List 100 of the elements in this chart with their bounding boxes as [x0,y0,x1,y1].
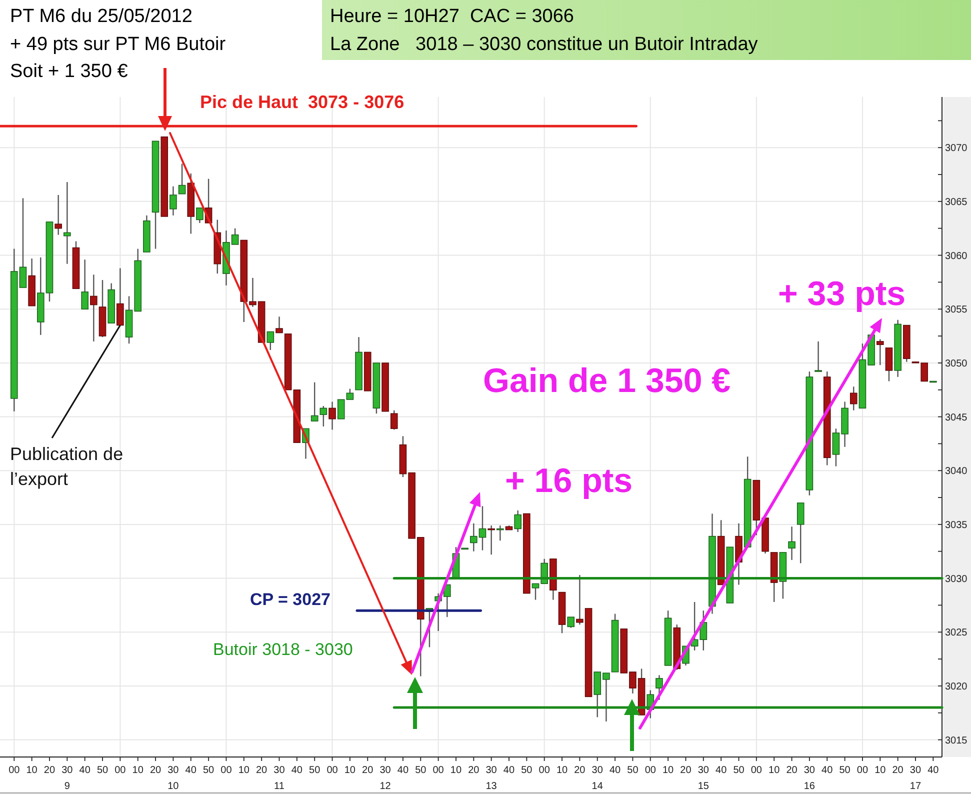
candlestick [788,526,796,561]
annotation: CP = 3027 [250,590,331,609]
y-tick-label: 3020 [945,681,968,692]
x-tick-label: 40 [822,765,834,776]
annotation: Butoir 3018 - 3030 [213,640,353,659]
y-tick-label: 3040 [945,466,968,478]
x-tick-label: 30 12 [380,765,392,792]
annotation: Gain de 1 350 € [483,362,731,400]
chart-title: PT M6 du 25/05/2012 [10,6,192,27]
annotation: Pic de Haut 3073 - 3076 [200,92,404,112]
candlestick [328,401,336,430]
y-tick-label: 3055 [945,304,968,316]
x-tick-label: 10 [768,765,780,776]
annotation: + 16 pts [505,462,633,500]
candlestick [196,207,204,224]
x-tick-label: 00 [220,765,232,776]
x-tick-label: 20 [362,765,374,776]
x-tick-label: 30 15 [698,765,710,792]
candlestick [116,268,124,326]
x-tick-label: 30 10 [168,765,180,792]
x-tick-label: 40 [503,765,515,776]
candlestick [320,405,328,428]
x-tick-label: 20 [680,765,692,776]
candlestick [64,181,71,264]
x-tick-label: 00 [538,765,550,776]
candlestick [54,194,62,236]
x-tick-label: 00 [856,765,868,776]
candlestick [266,331,274,351]
x-tick-label: 40 [716,765,728,776]
x-tick-label: 40 [79,765,91,776]
x-tick-label: 40 [397,765,409,776]
x-tick-label: 40 [928,765,940,776]
y-tick-label: 3030 [945,574,968,585]
candlestick [81,258,88,310]
y-tick-label: 3065 [945,196,968,208]
x-tick-label: 20 [892,765,904,776]
candlestick [876,338,884,366]
x-tick-label: 10 [26,765,38,776]
x-tick-label: 50 [627,765,639,776]
candlestick [514,510,522,533]
annotation: + 33 pts [778,275,906,313]
x-tick-label: 30 9 [62,765,74,792]
x-tick-label: 50 [202,765,215,776]
x-tick-label: 30 14 [592,765,604,792]
x-tick-label: 50 [521,765,533,776]
candlestick [496,524,504,542]
x-tick-label: 50 [839,765,851,776]
candlestick [390,410,398,430]
x-tick-label: 10 [344,765,356,776]
candlestick [567,616,575,628]
x-tick-label: 20 [574,765,586,776]
y-tick-label: 3035 [945,520,968,531]
text: La Zone 3018 – 3030 constitue un Butoir Intraday [330,34,758,55]
candlestick [814,340,822,372]
candlestick [885,347,893,382]
y-tick-label: 3050 [945,358,968,370]
x-tick-label: 50 [309,765,321,776]
x-tick-label: 20 [468,765,480,776]
x-tick-label: 00 [644,765,656,776]
x-tick-label: 30 16 [804,765,816,792]
x-tick-label: 10 [450,765,462,776]
candlestick [276,316,283,334]
x-tick-label: 50 [733,765,745,776]
x-tick-label: 50 [415,765,427,776]
x-tick-label: 40 [185,765,197,776]
y-tick-label: 3070 [945,143,968,154]
x-tick-label: 20 [150,765,162,776]
x-tick-label: 20 [256,765,268,776]
candlestick [337,399,345,420]
candlestick [346,388,354,400]
x-tick-label: 30 13 [486,765,498,792]
y-tick-label: 3060 [945,250,968,262]
candlestick [656,674,663,701]
candlestick [178,163,186,194]
y-tick-label: 3025 [945,628,968,639]
x-tick-label: 40 [291,765,303,776]
y-tick-label: 3015 [945,735,968,746]
x-tick-label: 30 11 [274,765,286,792]
x-tick-label: 30 17 [910,765,922,792]
candlestick [310,382,318,422]
candlestick [90,274,98,342]
x-tick-label: 10 [238,765,250,776]
candlestick [488,524,495,556]
text: Soit + 1 350 € [10,61,128,82]
candlestick [850,386,858,411]
chart-subtitle: + 49 pts sur PT M6 Butoir [10,34,226,55]
x-tick-label: 50 [96,765,109,776]
x-tick-label: 00 [432,765,444,776]
x-tick-label: 10 [874,765,886,776]
x-tick-label: 20 [44,765,56,776]
x-tick-label: 10 [556,765,568,776]
annotation: Publication de l’export [10,444,124,490]
x-tick-label: 10 [132,765,144,776]
y-tick-label: 3045 [945,412,968,424]
candlestick [170,186,177,216]
x-tick-label: 00 [750,765,762,776]
x-tick-label: 40 [609,765,622,776]
x-tick-label: 10 [662,765,674,776]
x-tick-label: 20 [786,765,798,776]
text: Heure = 10H27 CAC = 3066 [330,6,574,27]
